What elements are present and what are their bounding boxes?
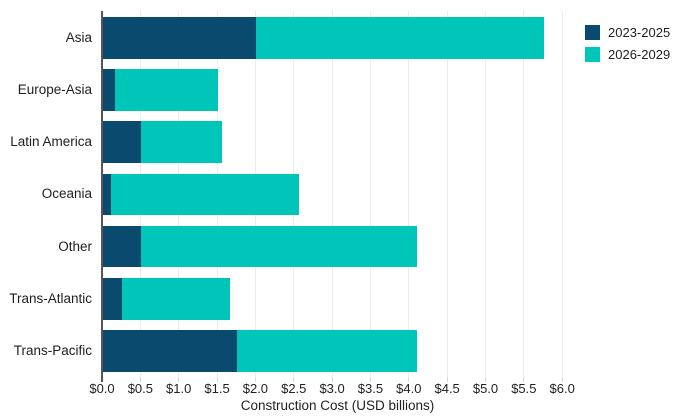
x-axis-tick-label: $5.0 bbox=[472, 381, 499, 396]
bar-segment-2026-2029[interactable] bbox=[122, 278, 230, 320]
legend-swatch bbox=[585, 47, 600, 62]
x-axis-tick bbox=[561, 377, 563, 382]
bar-segment-2023-2025[interactable] bbox=[103, 17, 257, 59]
gridline bbox=[446, 11, 448, 377]
x-axis-tick-label: $1.5 bbox=[204, 381, 230, 396]
x-axis-tick bbox=[485, 377, 486, 382]
x-axis-tick bbox=[178, 377, 180, 382]
bar-segment-2023-2025[interactable] bbox=[103, 121, 142, 163]
bar-segment-2026-2029[interactable] bbox=[110, 173, 299, 216]
category-label: Latin America bbox=[10, 134, 92, 150]
bar-segment-2026-2029[interactable] bbox=[237, 330, 418, 372]
bar-segment-2023-2025[interactable] bbox=[103, 173, 111, 216]
legend-label: 2026-2029 bbox=[608, 47, 671, 62]
category-label: Other bbox=[58, 238, 92, 254]
bar-segment-2023-2025[interactable] bbox=[103, 225, 142, 268]
category-label: Europe-Asia bbox=[17, 81, 92, 97]
legend-swatch bbox=[585, 25, 600, 40]
x-axis-tick-label: $2.0 bbox=[242, 381, 269, 396]
x-axis-tick bbox=[369, 377, 371, 382]
legend-item-2026-2029[interactable]: 2026-2029 bbox=[585, 47, 670, 62]
y-axis-line bbox=[101, 11, 103, 382]
x-axis-tick bbox=[254, 377, 256, 382]
x-axis-tick-label: $1.0 bbox=[166, 381, 192, 396]
x-axis-tick-label: $3.5 bbox=[357, 381, 384, 396]
x-axis-tick bbox=[216, 377, 218, 382]
bar-segment-2026-2029[interactable] bbox=[256, 17, 545, 59]
x-axis-title: Construction Cost (USD billions) bbox=[240, 398, 435, 413]
x-axis-tick bbox=[446, 377, 448, 382]
bar-segment-2026-2029[interactable] bbox=[141, 121, 222, 163]
x-axis-tick bbox=[331, 377, 333, 382]
legend: 2023-2025 2026-2029 bbox=[585, 25, 670, 62]
x-axis-tick-label: $3.0 bbox=[319, 381, 345, 396]
x-axis-tick-label: $4.0 bbox=[396, 381, 422, 396]
category-label: Trans-Pacific bbox=[13, 342, 92, 358]
legend-item-2023-2025[interactable]: 2023-2025 bbox=[585, 25, 670, 40]
x-axis-tick bbox=[523, 377, 525, 382]
gridline bbox=[331, 11, 333, 377]
x-axis-tick-label: $4.5 bbox=[434, 381, 460, 396]
category-label: Trans-Atlantic bbox=[9, 290, 92, 306]
gridline bbox=[523, 11, 525, 377]
bar-segment-2026-2029[interactable] bbox=[114, 69, 219, 111]
gridline bbox=[369, 11, 371, 377]
bar-segment-2026-2029[interactable] bbox=[141, 225, 418, 268]
bar-segment-2023-2025[interactable] bbox=[103, 330, 238, 372]
x-axis-tick-label: $6.0 bbox=[549, 381, 575, 396]
x-axis-tick-label: $0.5 bbox=[127, 381, 153, 396]
gridline bbox=[485, 11, 486, 377]
category-label: Oceania bbox=[41, 186, 92, 202]
x-axis-tick bbox=[293, 377, 295, 382]
x-axis-tick bbox=[139, 377, 141, 382]
gridline bbox=[561, 11, 563, 377]
bar-segment-2023-2025[interactable] bbox=[103, 278, 123, 320]
bar-segment-2023-2025[interactable] bbox=[103, 69, 115, 111]
x-axis-tick-label: $2.5 bbox=[281, 381, 307, 396]
legend-label: 2023-2025 bbox=[608, 25, 671, 40]
gridline bbox=[408, 11, 410, 377]
x-axis-tick-label: $0.0 bbox=[89, 381, 115, 396]
category-label: Asia bbox=[65, 29, 92, 45]
x-axis-tick-label: $5.5 bbox=[511, 381, 537, 396]
x-axis-tick bbox=[408, 377, 410, 382]
